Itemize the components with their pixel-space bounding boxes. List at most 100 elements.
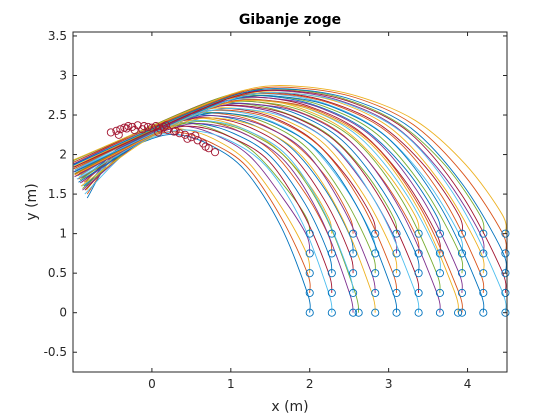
end-marker — [171, 126, 180, 135]
start-marker — [354, 308, 363, 317]
start-marker — [414, 249, 423, 258]
start-marker — [435, 308, 444, 317]
start-marker — [457, 288, 467, 297]
y-tick-label: 1 — [59, 227, 67, 241]
trajectory-line — [73, 89, 507, 294]
end-marker — [210, 148, 220, 157]
start-marker — [392, 249, 401, 258]
end-marker — [191, 131, 200, 140]
end-marker — [114, 130, 123, 139]
y-tick-label: 1.5 — [48, 187, 67, 201]
start-marker — [414, 288, 423, 297]
start-marker — [392, 308, 401, 317]
x-axis-label: x (m) — [271, 399, 308, 415]
end-marker — [183, 134, 192, 143]
x-tick-label: 2 — [306, 377, 314, 391]
start-marker — [371, 229, 380, 238]
start-marker — [479, 249, 488, 258]
start-marker — [435, 288, 444, 297]
y-tick-label: -0.5 — [44, 345, 67, 359]
start-marker — [392, 269, 401, 278]
start-marker — [501, 229, 510, 238]
start-marker — [435, 229, 444, 238]
start-marker — [501, 308, 510, 317]
start-marker — [349, 288, 358, 297]
trajectory-line — [72, 88, 485, 234]
end-marker — [169, 127, 179, 136]
start-marker — [371, 288, 380, 297]
end-marker — [116, 125, 125, 134]
end-marker — [147, 123, 156, 132]
x-tick-label: 3 — [385, 377, 393, 391]
start-marker — [305, 229, 314, 238]
start-marker — [349, 308, 358, 317]
end-marker — [112, 126, 121, 135]
start-marker — [457, 308, 467, 317]
start-marker — [349, 229, 358, 238]
end-marker — [124, 122, 133, 131]
trajectory-line — [73, 96, 463, 294]
start-marker — [501, 249, 510, 258]
start-marker — [327, 249, 336, 258]
start-marker — [371, 249, 380, 258]
start-marker — [392, 288, 401, 297]
start-marker — [305, 288, 314, 297]
y-tick-label: 3 — [59, 68, 67, 82]
start-marker — [435, 249, 444, 258]
end-marker — [162, 121, 171, 130]
marker-layer — [106, 121, 510, 317]
end-marker — [143, 122, 153, 131]
start-marker — [371, 308, 380, 317]
start-marker — [435, 269, 444, 278]
y-tick-label: 0 — [59, 306, 67, 320]
x-tick-label: 1 — [227, 377, 235, 391]
y-tick-label: 0.5 — [48, 266, 67, 280]
start-marker — [349, 269, 358, 278]
end-marker — [138, 125, 147, 134]
start-marker — [327, 308, 336, 317]
end-marker — [155, 124, 164, 133]
start-marker — [414, 308, 423, 317]
start-marker — [501, 288, 510, 297]
start-marker — [349, 249, 358, 258]
start-marker — [454, 308, 463, 317]
end-marker — [106, 128, 115, 137]
start-marker — [457, 269, 467, 278]
start-marker — [305, 308, 314, 317]
start-marker — [327, 269, 336, 278]
y-axis-label: y (m) — [24, 183, 40, 220]
trajectory-line — [74, 99, 459, 313]
x-tick-label: 4 — [464, 377, 472, 391]
chart-title: Gibanje zoge — [239, 12, 341, 28]
y-tick-label: 2 — [59, 148, 67, 162]
trajectory-line — [72, 85, 507, 234]
start-marker — [371, 269, 380, 278]
start-marker — [479, 269, 488, 278]
tick-layer: 0 1 2 3 4 -0.5 0 0.5 1 1.5 2 2.5 3 3.5 — [44, 29, 507, 391]
start-marker — [479, 308, 488, 317]
end-marker — [187, 133, 196, 142]
start-marker — [392, 229, 401, 238]
start-marker — [305, 249, 314, 258]
x-tick-label: 0 — [148, 377, 156, 391]
trajectory-line — [74, 91, 507, 313]
start-marker — [457, 249, 467, 258]
start-marker — [479, 229, 488, 238]
trajectory-line — [73, 88, 507, 274]
end-marker — [154, 128, 163, 137]
y-tick-label: 2.5 — [48, 108, 67, 122]
axes-box — [72, 31, 508, 373]
end-marker — [163, 125, 172, 135]
plot-area — [73, 32, 507, 372]
start-marker — [327, 229, 336, 238]
start-marker — [327, 288, 336, 297]
end-marker — [201, 142, 210, 151]
end-marker — [175, 129, 184, 138]
start-marker — [501, 269, 510, 278]
start-marker — [457, 229, 467, 238]
trajectory-line — [72, 86, 507, 254]
end-marker — [130, 125, 139, 135]
end-marker — [122, 124, 131, 133]
start-marker — [479, 288, 488, 297]
